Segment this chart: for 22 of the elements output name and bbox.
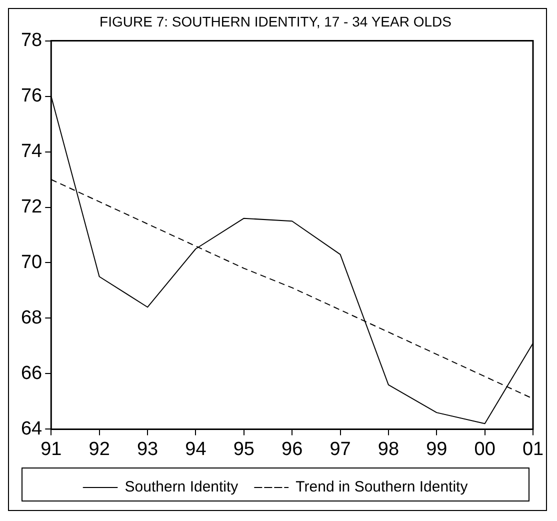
y-tick-label: 66 [20, 362, 42, 384]
x-tick-label: 91 [40, 438, 62, 460]
x-tick-label: 00 [474, 438, 496, 460]
legend-label: Trend in Southern Identity [296, 478, 468, 496]
y-tick-label: 70 [20, 252, 42, 273]
y-tick-label: 64 [20, 418, 43, 440]
x-tick-label: 93 [136, 438, 158, 460]
y-tick-label: 72 [20, 196, 42, 218]
y-tick-label: 78 [20, 30, 42, 52]
y-tick-label: 76 [20, 86, 42, 107]
x-tick-label: 94 [185, 438, 207, 460]
x-tick-label: 99 [426, 438, 448, 460]
x-tick-label: 92 [88, 438, 110, 460]
x-tick-label: 01 [522, 438, 544, 460]
y-tick-label: 74 [20, 141, 43, 162]
x-tick-label: 95 [233, 438, 254, 460]
legend-label: Southern Identity [124, 478, 239, 496]
y-tick-label: 68 [20, 307, 42, 328]
x-tick-label: 96 [281, 438, 303, 460]
x-tick-label: 98 [378, 438, 400, 460]
chart-title: FIGURE 7: SOUTHERN IDENTITY, 17 - 34 YEAR OLDS [100, 13, 452, 30]
x-tick-label: 97 [330, 438, 351, 460]
